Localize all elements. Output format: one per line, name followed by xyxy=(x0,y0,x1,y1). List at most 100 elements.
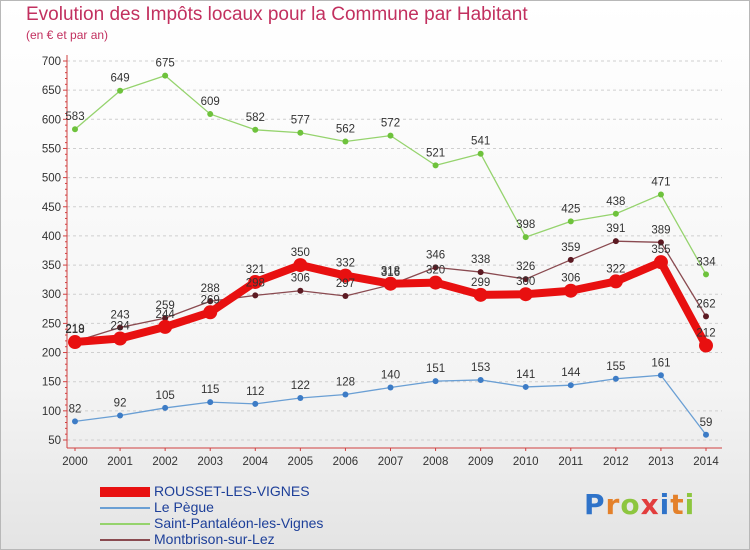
data-label: 288 xyxy=(201,283,220,295)
x-tick-label: 2002 xyxy=(152,456,178,468)
data-label: 243 xyxy=(110,309,129,321)
data-point xyxy=(608,274,623,289)
data-label: 359 xyxy=(561,242,580,254)
data-label: 122 xyxy=(291,380,310,392)
data-point xyxy=(207,298,214,305)
legend-label: Saint-Pantaléon-les-Vignes xyxy=(154,515,324,531)
data-point xyxy=(293,258,308,273)
data-label: 582 xyxy=(246,112,265,124)
data-label: 244 xyxy=(156,309,176,321)
data-label: 155 xyxy=(606,361,625,373)
data-label: 115 xyxy=(201,384,219,396)
data-label: 144 xyxy=(561,367,581,379)
data-point xyxy=(342,292,349,299)
data-point xyxy=(342,391,349,398)
data-label: 316 xyxy=(381,267,400,279)
x-tick-label: 2007 xyxy=(378,456,404,468)
data-point xyxy=(653,255,668,270)
y-tick-label: 100 xyxy=(42,406,61,418)
data-label: 326 xyxy=(516,261,535,273)
y-tick-label: 450 xyxy=(42,202,61,214)
legend-swatch xyxy=(100,487,150,497)
data-label: 350 xyxy=(291,247,310,259)
data-point xyxy=(162,315,169,322)
data-point xyxy=(203,305,218,320)
data-label: 389 xyxy=(651,224,670,236)
data-label: 609 xyxy=(201,96,220,108)
x-tick-label: 2003 xyxy=(197,456,223,468)
data-point xyxy=(117,87,124,94)
x-tick-label: 2009 xyxy=(468,456,494,468)
legend-label: ROUSSET-LES-VIGNES xyxy=(154,483,310,499)
data-label: 577 xyxy=(291,115,310,127)
data-label: 346 xyxy=(426,249,445,261)
data-label: 161 xyxy=(651,357,670,369)
data-label: 59 xyxy=(700,417,713,429)
data-label: 572 xyxy=(381,118,400,130)
data-label: 297 xyxy=(336,278,355,290)
legend-swatch xyxy=(100,523,150,525)
data-point xyxy=(387,384,394,391)
data-point xyxy=(703,431,709,438)
data-point xyxy=(563,283,578,298)
data-label: 391 xyxy=(606,223,625,235)
data-point xyxy=(567,218,574,225)
data-point xyxy=(72,126,78,133)
data-point xyxy=(207,399,214,406)
data-label: 322 xyxy=(606,263,625,275)
data-point xyxy=(68,335,82,350)
data-point xyxy=(297,287,304,294)
data-label: 269 xyxy=(201,294,220,306)
y-tick-label: 150 xyxy=(42,377,61,389)
data-label: 82 xyxy=(69,403,82,415)
data-point xyxy=(297,129,304,136)
logo-letter: r xyxy=(605,488,621,521)
logo-letter: t xyxy=(670,488,685,521)
data-label: 218 xyxy=(65,324,84,336)
data-point xyxy=(342,138,349,145)
data-point xyxy=(612,238,619,245)
data-point xyxy=(72,418,78,425)
data-label: 425 xyxy=(561,203,580,215)
data-point xyxy=(432,378,439,385)
data-label: 675 xyxy=(156,58,175,70)
data-label: 583 xyxy=(65,111,84,123)
data-label: 471 xyxy=(651,177,670,189)
y-tick-label: 700 xyxy=(42,56,61,68)
data-point xyxy=(522,234,529,241)
data-point xyxy=(703,271,709,278)
data-label: 541 xyxy=(471,136,490,148)
data-label: 300 xyxy=(516,276,535,288)
x-tick-label: 2010 xyxy=(513,456,539,468)
x-tick-label: 2004 xyxy=(242,456,268,468)
series-line xyxy=(74,374,707,436)
x-tick-label: 2000 xyxy=(62,456,88,468)
y-tick-label: 200 xyxy=(42,348,61,360)
data-label: 128 xyxy=(336,377,355,389)
data-point xyxy=(477,269,484,276)
data-label: 321 xyxy=(246,264,265,276)
logo-letter: x xyxy=(640,488,660,521)
y-tick-label: 500 xyxy=(42,173,61,185)
chart-subtitle: (en € et par an) xyxy=(26,28,109,42)
data-label: 562 xyxy=(336,123,355,135)
data-label: 105 xyxy=(156,390,175,402)
logo-letter: i xyxy=(684,488,696,521)
data-point xyxy=(612,210,619,217)
data-label: 332 xyxy=(336,258,355,270)
chart-title: Evolution des Impôts locaux pour la Comm… xyxy=(26,4,528,25)
data-label: 306 xyxy=(561,273,580,285)
y-tick-label: 300 xyxy=(42,289,61,301)
data-label: 398 xyxy=(516,219,535,231)
data-point xyxy=(477,150,484,157)
x-tick-label: 2014 xyxy=(693,456,719,468)
data-point xyxy=(657,191,664,198)
x-tick-label: 2011 xyxy=(558,456,583,468)
data-point xyxy=(473,287,488,302)
data-point xyxy=(703,313,709,320)
y-tick-label: 250 xyxy=(42,318,61,330)
data-label: 212 xyxy=(696,328,715,340)
x-tick-label: 2005 xyxy=(288,456,314,468)
legend-label: Le Pègue xyxy=(154,499,214,515)
data-point xyxy=(567,256,574,263)
